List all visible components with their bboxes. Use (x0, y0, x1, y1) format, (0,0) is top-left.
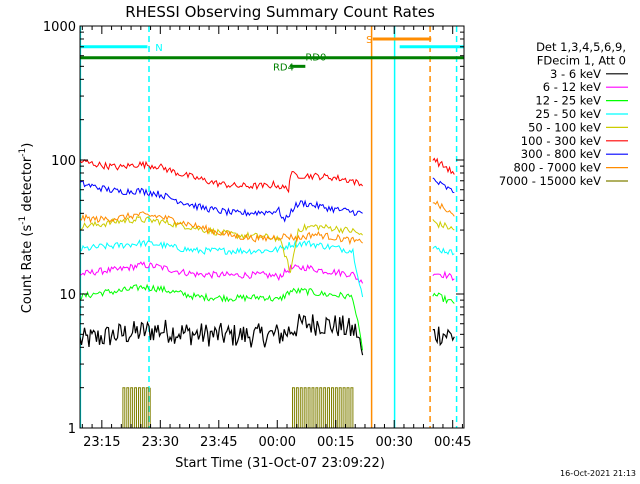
series-line (80, 239, 364, 298)
plot-frame (79, 25, 465, 429)
y-tick-label: 100 (51, 154, 76, 169)
series-line (432, 326, 455, 347)
series-line (80, 313, 364, 356)
series-line (80, 261, 364, 284)
legend-entry-label: 12 - 25 keV (535, 94, 601, 108)
flag-bars (80, 37, 464, 68)
y-tick-label: 1000 (43, 20, 76, 35)
x-tick-label: 23:30 (142, 435, 179, 450)
timestamp-label: 16-Oct-2021 21:13 (560, 469, 636, 478)
y-tick-label: 10 (59, 288, 76, 303)
legend-entry-label: 300 - 800 keV (521, 147, 601, 161)
series-line (120, 387, 151, 428)
flag-label: S (366, 35, 372, 46)
x-tick-label: 00:15 (317, 435, 354, 450)
legend-entry-label: 25 - 50 keV (535, 107, 601, 121)
flag-labels: N S RD0 RD4 (155, 35, 372, 73)
y-axis-label: Count Rate (s-1 detector-1) (18, 143, 35, 314)
series-line (432, 200, 455, 217)
x-axis-label: Start Time (31-Oct-07 23:09:22) (175, 456, 385, 471)
x-tick-label: 00:45 (434, 435, 471, 450)
series-line (432, 270, 455, 281)
series-lines (80, 157, 455, 428)
series-line (80, 283, 364, 351)
legend-header: Det 1,3,4,5,6,9, (536, 40, 626, 54)
chart-title: RHESSI Observing Summary Count Rates (125, 3, 435, 21)
series-line (432, 219, 455, 231)
legend-entry-label: 100 - 300 keV (521, 134, 601, 148)
flag-label: N (155, 43, 162, 54)
x-tick-label: 23:15 (83, 435, 120, 450)
legend-entry-label: 7000 - 15000 keV (499, 174, 601, 188)
axes: 1 10 100 1000 23:15 23:30 23:45 00:00 00:15 00:30… (43, 20, 472, 450)
series-line (432, 157, 455, 175)
series-line (80, 215, 363, 274)
flag-label: RD4 (273, 62, 294, 73)
legend-header: FDecim 1, Att 0 (537, 53, 626, 67)
series-line (80, 159, 363, 194)
series-line (432, 292, 455, 305)
x-tick-label: 00:30 (375, 435, 412, 450)
legend-entry-label: 3 - 6 keV (550, 67, 601, 81)
series-line (432, 177, 455, 194)
series-line (80, 180, 363, 223)
x-tick-label: 23:45 (200, 435, 237, 450)
series-line (432, 245, 455, 256)
series-line (80, 211, 363, 246)
legend: Det 1,3,4,5,6,9,FDecim 1, Att 03 - 6 keV… (499, 40, 628, 188)
plot-content (80, 26, 464, 428)
legend-entry-label: 6 - 12 keV (543, 80, 601, 94)
x-tick-label: 00:00 (259, 435, 296, 450)
legend-entry-label: 800 - 7000 keV (513, 161, 601, 175)
y-tick-label: 1 (68, 422, 76, 437)
legend-entry-label: 50 - 100 keV (528, 120, 601, 134)
flag-label: RD0 (305, 53, 326, 64)
series-line (290, 387, 354, 428)
